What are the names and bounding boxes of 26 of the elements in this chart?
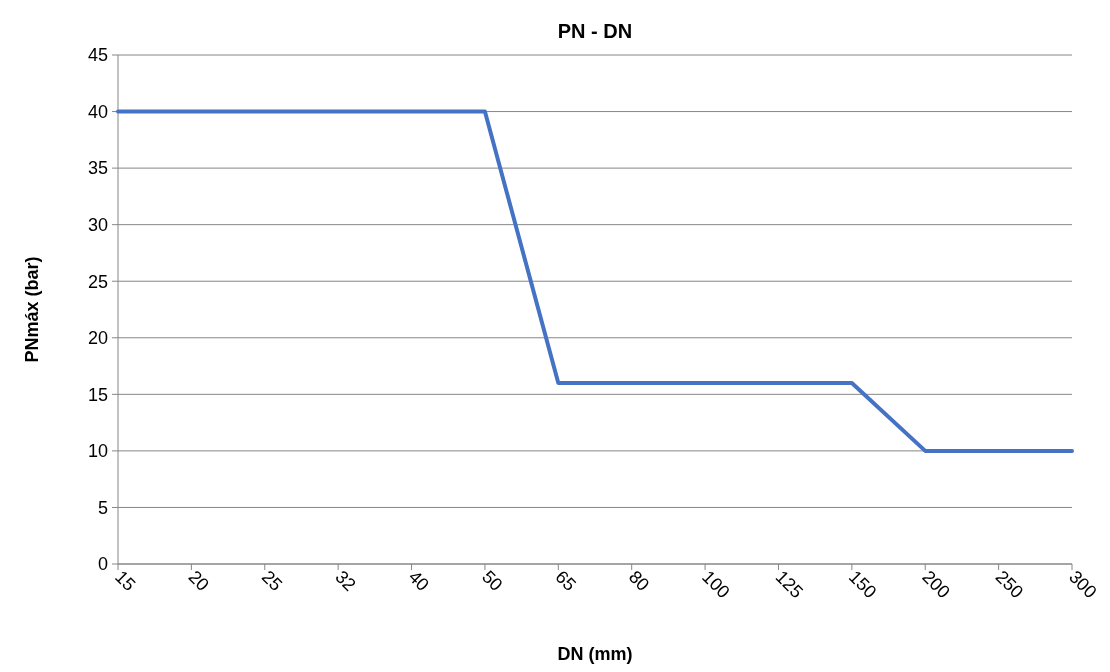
y-tick-label: 30 (87, 214, 108, 235)
x-tick-label: 50 (478, 566, 507, 595)
y-tick-label: 45 (87, 45, 108, 66)
y-tick-label: 20 (87, 328, 108, 349)
x-tick-label: 40 (404, 566, 434, 595)
y-axis-title: PNmáx (bar) (22, 256, 42, 363)
x-tick-label: 250 (991, 566, 1028, 603)
x-tick-label: 100 (698, 566, 734, 603)
x-tick-label: 20 (184, 566, 213, 595)
y-tick-label: 35 (87, 158, 108, 179)
x-tick-label: 25 (257, 566, 287, 595)
y-tick-label: 0 (97, 554, 108, 575)
x-tick-label: 300 (1065, 566, 1101, 603)
y-tick-label: 10 (87, 441, 108, 462)
chart-title: PN - DN (557, 20, 633, 42)
x-tick-label: 150 (845, 566, 881, 603)
x-tick-label: 65 (551, 566, 580, 595)
x-axis-title: DN (mm) (557, 644, 633, 664)
y-tick-label: 25 (87, 271, 108, 292)
y-tick-label: 40 (87, 101, 108, 122)
x-tick-label: 80 (624, 566, 654, 595)
x-tick-label: 200 (918, 566, 954, 603)
x-tick-label: 32 (331, 566, 360, 595)
y-tick-label: 5 (97, 497, 108, 518)
x-tick-label: 125 (771, 566, 808, 603)
y-tick-label: 15 (87, 384, 108, 405)
